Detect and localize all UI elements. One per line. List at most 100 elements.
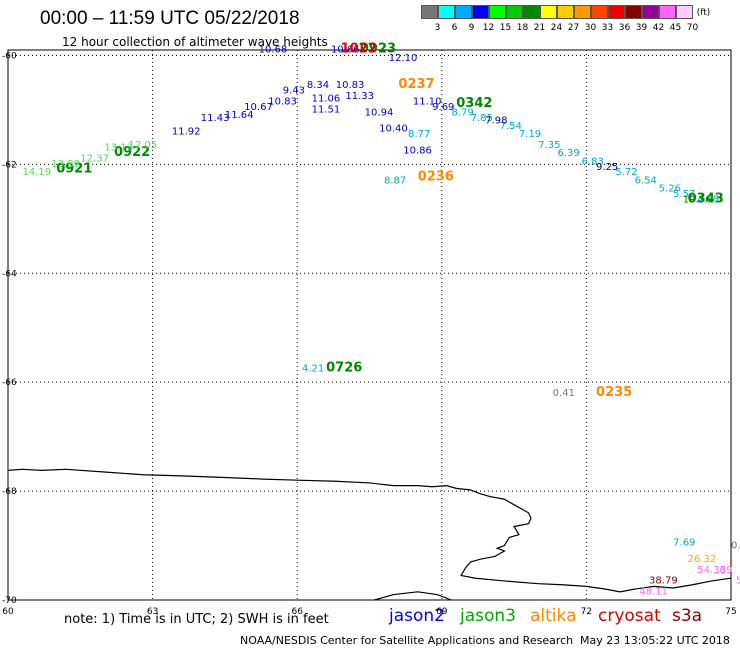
colorbar-tick-label: 12 <box>482 23 495 33</box>
antarctic-coastline-south <box>374 591 452 601</box>
wave-height-label: 26.32 <box>688 554 717 565</box>
colorbar-swatch <box>557 5 574 19</box>
wave-height-label: 19.56 <box>683 194 712 205</box>
colorbar-unit-label: (ft) <box>696 8 711 18</box>
colorbar-tick-label: 70 <box>686 23 699 33</box>
wave-height-label: 10.94 <box>365 107 394 118</box>
wave-height-label: 6.83 <box>582 156 604 167</box>
wave-height-label: 13.13 <box>104 143 133 154</box>
colorbar-tick-label: 18 <box>516 23 529 33</box>
wave-height-label: 54.63 <box>736 576 740 587</box>
pass-time-label: 0342 <box>456 96 492 111</box>
colorbar-tick-label: 21 <box>533 23 546 33</box>
colorbar-tick-label: 45 <box>669 23 682 33</box>
wave-height-label: 7.69 <box>673 538 695 549</box>
latitude-tick-label: -64 <box>2 269 17 279</box>
wave-height-label: 11.33 <box>345 91 374 102</box>
wave-height-label: 11.64 <box>225 110 254 121</box>
wave-height-label: 4.75 <box>697 194 719 205</box>
wave-height-label: 10.40 <box>379 124 408 135</box>
wave-height-label: 10.86 <box>403 145 432 156</box>
wave-height-label: 0.5 <box>731 540 740 551</box>
longitude-tick-label: 72 <box>581 607 592 617</box>
wave-height-label: 5.72 <box>615 167 637 178</box>
wave-height-label: 7.54 <box>500 121 522 132</box>
colorbar-tick-label: 42 <box>652 23 665 33</box>
colorbar-swatch <box>574 5 591 19</box>
pass-time-label: 0343 <box>688 191 724 206</box>
colorbar-swatch <box>438 5 455 19</box>
colorbar-tick-label: 3 <box>434 23 441 33</box>
colorbar-tick-label: 24 <box>550 23 563 33</box>
generated-timestamp: May 23 13:05:22 UTC 2018 <box>580 634 730 647</box>
longitude-tick-label: 63 <box>147 607 158 617</box>
longitude-tick-label: 60 <box>2 607 14 617</box>
wave-height-label: .39 <box>717 565 733 576</box>
legend-item-cryosat: cryosat <box>598 606 661 626</box>
wave-height-label: 54.36 <box>697 565 726 576</box>
wave-height-label: 5.57 <box>673 189 695 200</box>
legend-item-s3a: s3a <box>672 606 703 626</box>
wave-height-label: 12.10 <box>389 53 418 64</box>
wave-height-label: 38.79 <box>649 576 678 587</box>
wave-height-label: 7.35 <box>538 140 560 151</box>
pass-time-label: 0726 <box>326 360 362 375</box>
legend-item-jason3: jason3 <box>460 606 516 626</box>
colorbar-swatch <box>591 5 608 19</box>
wave-height-label: 8.34 <box>307 80 329 91</box>
wave-height-label: 10.83 <box>268 96 297 107</box>
wave-height-label: 6.39 <box>557 148 579 159</box>
pass-time-label: 0923 <box>360 42 396 57</box>
colorbar-swatch <box>642 5 659 19</box>
wave-height-label: 10.83 <box>336 80 365 91</box>
pass-time-label: 0921 <box>56 162 92 177</box>
colorbar-swatch <box>608 5 625 19</box>
wave-height-label: 13.89 <box>51 159 80 170</box>
map-subtitle: 12 hour collection of altimeter wave hei… <box>62 35 328 49</box>
wave-height-label: 7.85 <box>471 113 493 124</box>
credit-text: NOAA/NESDIS Center for Satellite Applica… <box>240 634 574 647</box>
latitude-tick-label: -70 <box>2 596 17 606</box>
pass-time-label: 1022 <box>341 42 377 57</box>
wave-height-label: 4.21 <box>302 363 324 374</box>
colorbar-swatch <box>472 5 489 19</box>
wave-height-label: 9.25 <box>596 162 618 173</box>
colorbar-tick-label: 36 <box>618 23 631 33</box>
wave-height-label: 11.10 <box>413 96 442 107</box>
wave-height-label: 6.54 <box>635 175 657 186</box>
map-title: 00:00 – 11:59 UTC 05/22/2018 <box>40 8 300 29</box>
colorbar-tick-label: 15 <box>499 23 512 33</box>
wave-height-label: 7.19 <box>519 129 541 140</box>
longitude-tick-label: 75 <box>725 607 736 617</box>
colorbar-tick-label: 39 <box>635 23 648 33</box>
wave-height-label: 11.51 <box>312 105 341 116</box>
wave-height-label: 12.05 <box>129 140 158 151</box>
colorbar-swatch <box>421 5 438 19</box>
colorbar-tick-label: 33 <box>601 23 614 33</box>
latitude-tick-label: -60 <box>2 51 17 61</box>
colorbar-swatch <box>676 5 693 19</box>
colorbar-swatch <box>659 5 676 19</box>
wave-height-label: 48.11 <box>639 587 668 598</box>
pass-time-label: 0237 <box>398 77 434 92</box>
colorbar-swatch <box>506 5 523 19</box>
wave-height-label: 8.79 <box>451 107 473 118</box>
pass-time-label: 0236 <box>418 170 454 185</box>
wave-height-label: 0.41 <box>553 388 575 399</box>
colorbar-swatch <box>625 5 642 19</box>
wave-height-label: 9.69 <box>432 102 454 113</box>
wave-height-label: 14.19 <box>22 167 51 178</box>
wave-height-label: 5.26 <box>659 184 681 195</box>
wave-height-label: 8.77 <box>408 129 430 140</box>
wave-height-label: 9.43 <box>283 86 305 97</box>
map-frame <box>7 49 732 601</box>
colorbar-tick-label: 6 <box>451 23 458 33</box>
wave-height-label: 11.06 <box>312 94 341 105</box>
longitude-tick-label: 69 <box>436 607 448 617</box>
wave-height-label: 10.66 <box>331 45 360 56</box>
colorbar-swatch <box>523 5 540 19</box>
wave-height-label: 8.87 <box>384 175 406 186</box>
colorbar-swatch <box>489 5 506 19</box>
wave-height-label: 12.37 <box>80 154 109 165</box>
latitude-tick-label: -68 <box>2 487 17 497</box>
